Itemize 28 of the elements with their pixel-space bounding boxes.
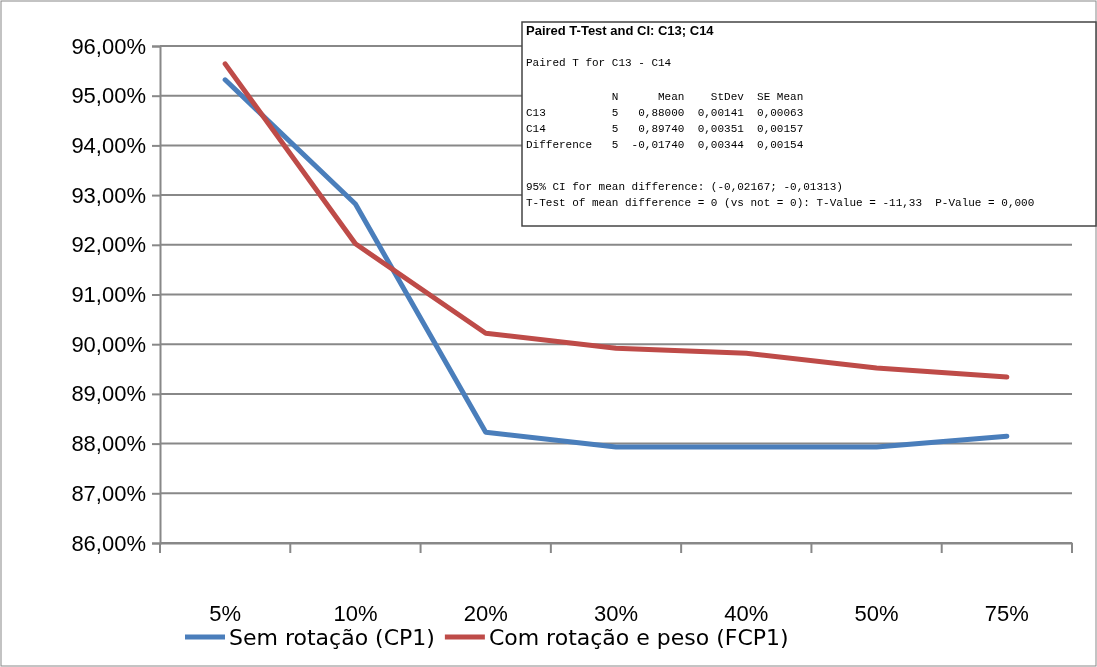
text: Paired T-Test and CI: C13; C14 xyxy=(526,23,715,38)
annotation: 95% CI for mean difference: (-0,02167; -0,01313) xyxy=(526,181,843,193)
y-tick-label: 92,00% xyxy=(71,232,146,258)
annotation: T-Test of mean difference = 0 (vs not = 0): T-Value = -11,33 P-Value = 0,000 xyxy=(526,197,1035,209)
annotation: C13 5 0,88000 0,00141 0,00063 xyxy=(526,107,804,119)
x-tick-label: 20% xyxy=(463,600,508,626)
y-tick-label: 88,00% xyxy=(71,431,146,457)
y-tick-label: 96,00% xyxy=(71,33,146,59)
y-tick-label: 90,00% xyxy=(71,331,146,357)
x-tick-label: 5% xyxy=(209,600,242,626)
annotation: Paired T for C13 - C14 xyxy=(526,57,672,69)
y-tick-label: 95,00% xyxy=(71,83,146,109)
x-tick-label: 10% xyxy=(333,600,378,626)
y-tick-label: 89,00% xyxy=(71,381,146,407)
annotation: C14 5 0,89740 0,00351 0,00157 xyxy=(526,123,804,135)
x-tick-label: 30% xyxy=(593,600,639,626)
x-tick-label: 75% xyxy=(984,600,1029,626)
y-tick-label: 91,00% xyxy=(71,282,146,308)
legend-label: Com rotação e peso (FCP1) xyxy=(488,624,789,650)
annotation: N Mean StDev SE Mean xyxy=(526,91,804,103)
y-tick-label: 93,00% xyxy=(71,182,146,208)
y-tick-label: 86,00% xyxy=(71,530,146,556)
y-tick-label: 87,00% xyxy=(71,480,146,506)
y-tick-label: 94,00% xyxy=(71,132,146,158)
x-tick-label: 50% xyxy=(854,600,899,626)
legend-label: Sem rotação (CP1) xyxy=(229,624,435,650)
x-tick-label: 40% xyxy=(724,600,769,626)
annotation: Difference 5 -0,01740 0,00344 0,00154 xyxy=(526,139,804,151)
